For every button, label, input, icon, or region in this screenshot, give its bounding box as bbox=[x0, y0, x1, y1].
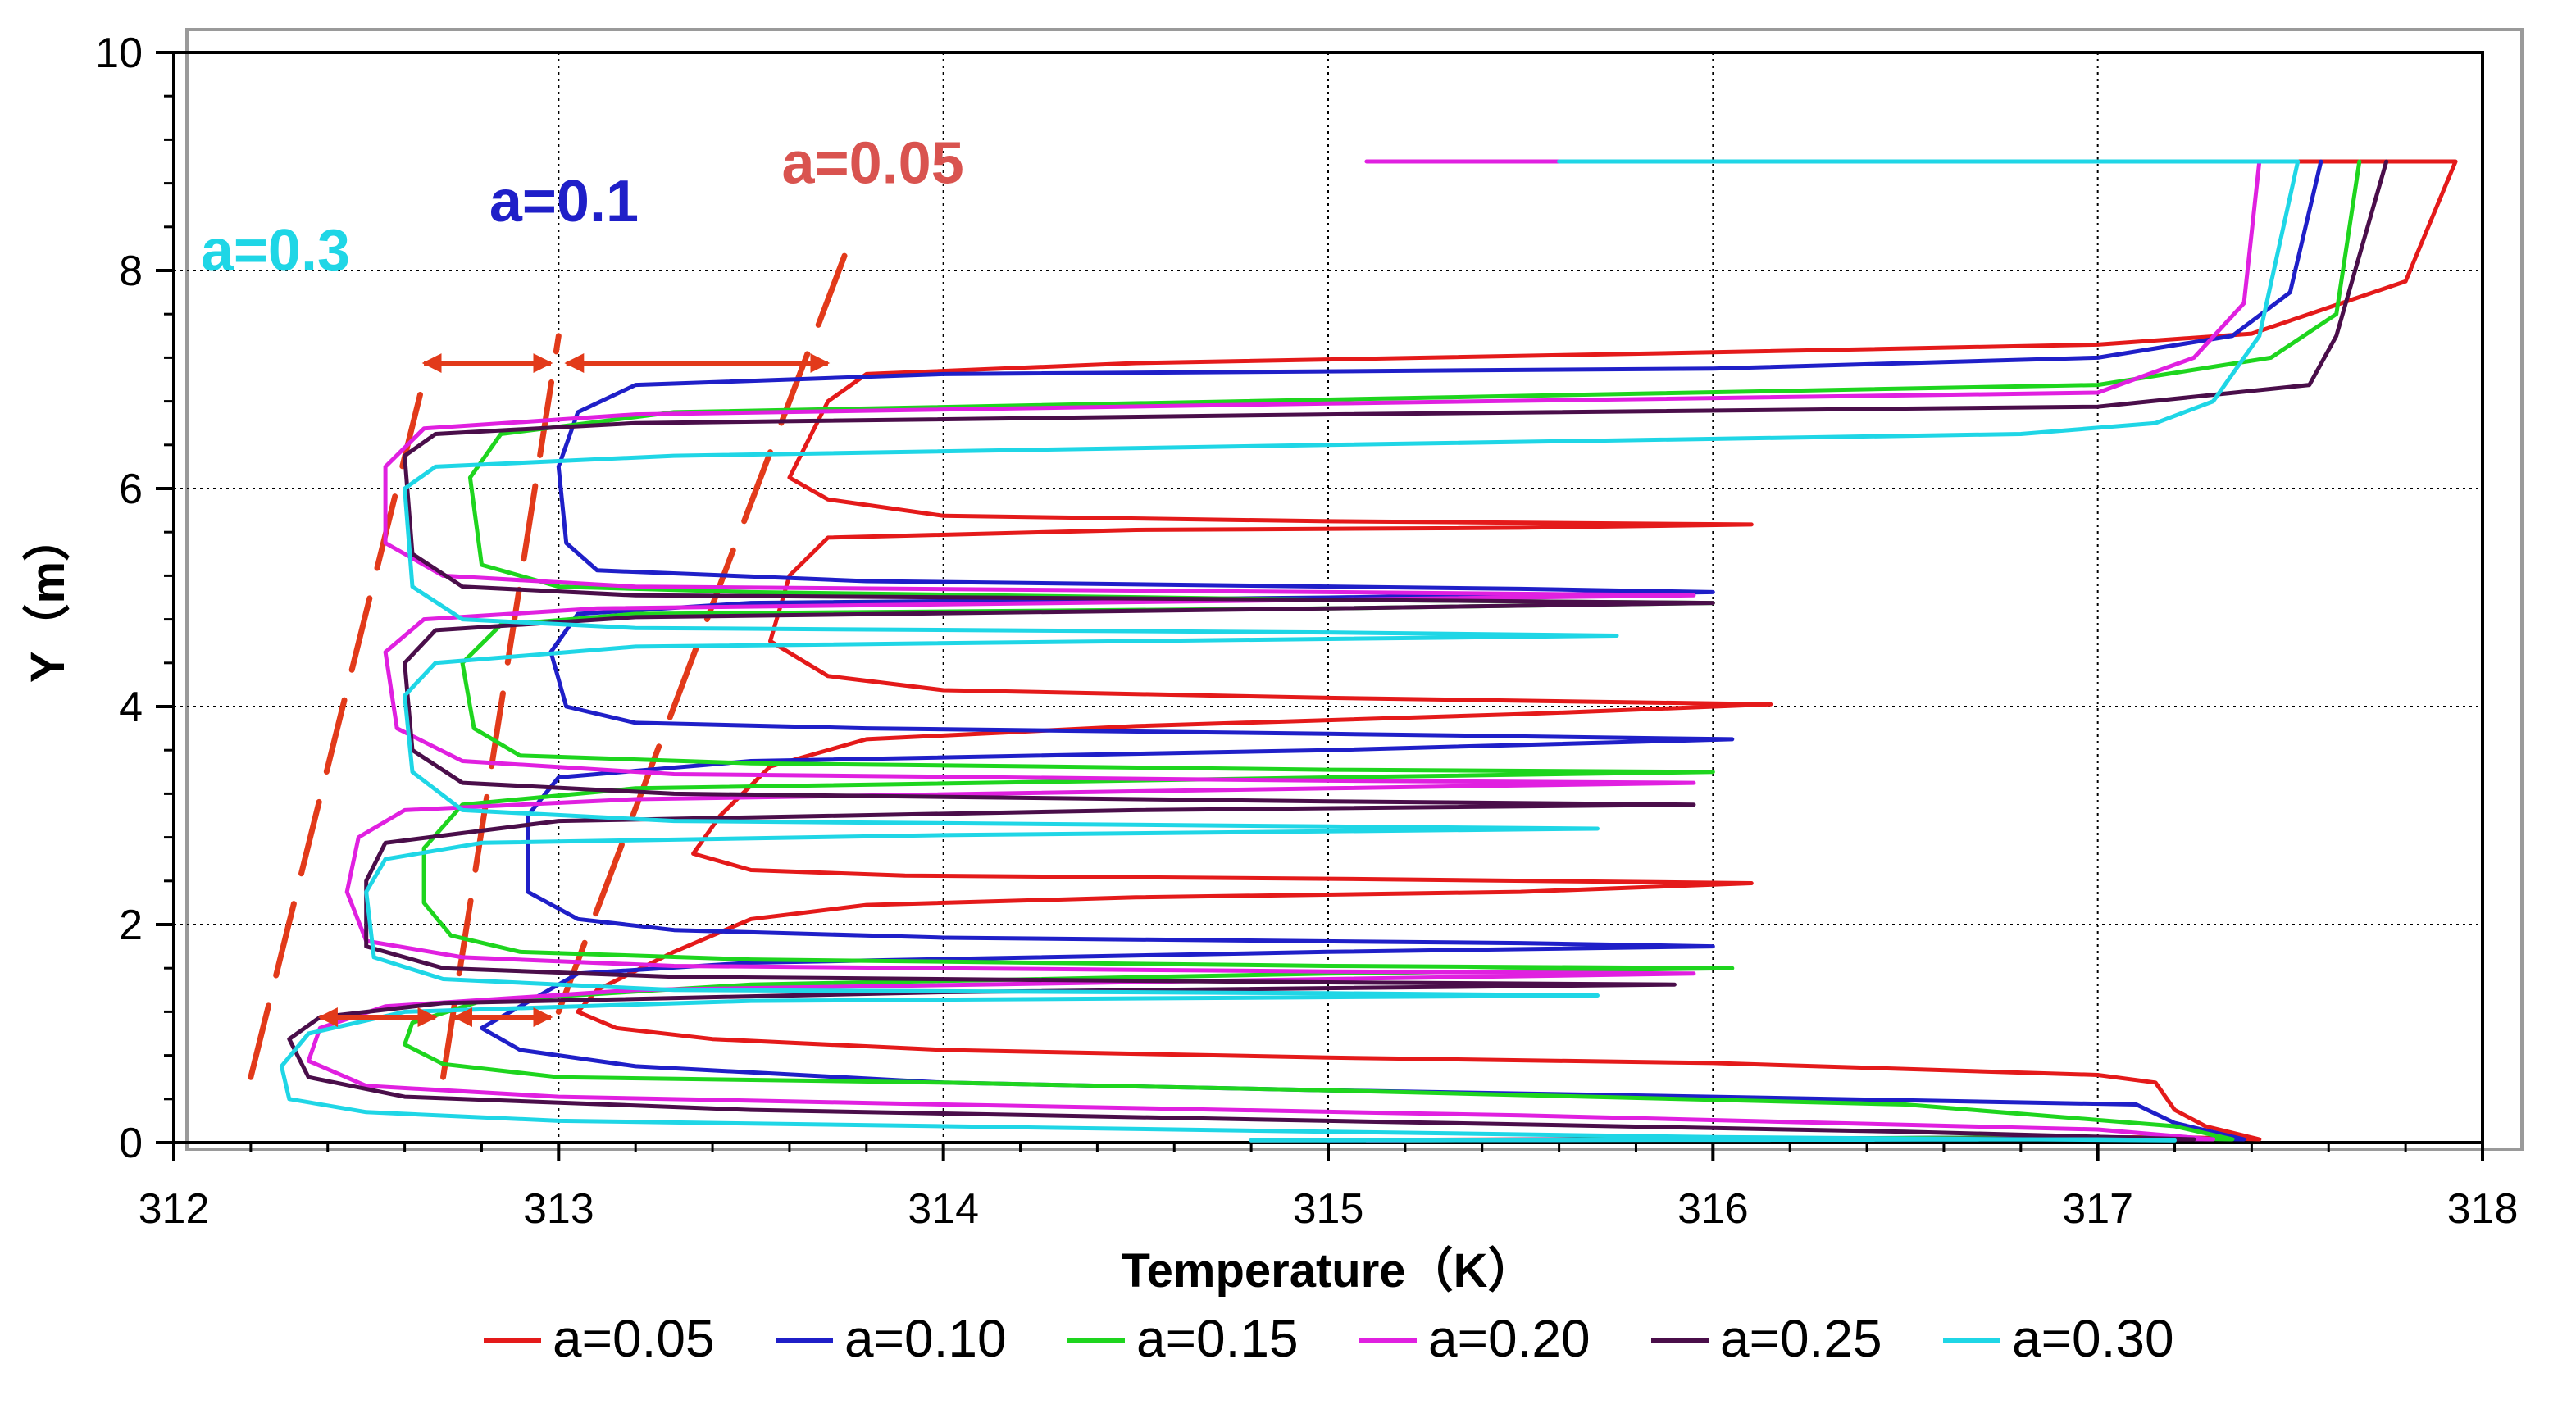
x-tick-label: 318 bbox=[2447, 1185, 2519, 1233]
legend-label: a=0.05 bbox=[553, 1309, 715, 1368]
chart-outer-frame bbox=[185, 28, 2524, 1151]
series-line-a-0-20 bbox=[306, 159, 2262, 1143]
legend: a=0.05 a=0.10 a=0.15 a=0.20 a=0.25 a=0.30 bbox=[484, 1309, 2174, 1368]
annotation-label: a=0.1 bbox=[489, 169, 639, 234]
y-tick-label: 10 bbox=[95, 30, 143, 77]
x-tick-label: 316 bbox=[1677, 1185, 1749, 1233]
x-axis-title: Temperature（K） bbox=[1122, 1244, 1536, 1297]
guide-line-front-a0.05 bbox=[555, 245, 850, 1015]
legend-label: a=0.30 bbox=[2012, 1309, 2174, 1368]
legend-label: a=0.20 bbox=[1428, 1309, 1591, 1368]
x-tick-label: 314 bbox=[908, 1185, 979, 1233]
legend-label: a=0.15 bbox=[1136, 1309, 1299, 1368]
span-arrows bbox=[317, 353, 831, 1028]
y-tick-label: 8 bbox=[119, 248, 143, 295]
x-tick-label: 312 bbox=[139, 1185, 210, 1233]
series-annotations: a=0.3 a=0.1 a=0.05 bbox=[201, 131, 964, 284]
y-tick-label: 2 bbox=[119, 902, 143, 949]
guide-line-front-a0.30 bbox=[248, 376, 427, 1080]
annotation-label: a=0.05 bbox=[782, 131, 964, 197]
series-line-a-0-15 bbox=[403, 159, 2362, 1143]
front-guide-lines bbox=[248, 245, 850, 1080]
series-line-a-0-25 bbox=[287, 159, 2389, 1143]
series-line-a-0-05 bbox=[576, 159, 2458, 1143]
series-line-a-0-10 bbox=[480, 159, 2323, 1143]
series-line-a-0-30 bbox=[279, 159, 2301, 1143]
legend-label: a=0.10 bbox=[844, 1309, 1007, 1368]
y-tick-label: 0 bbox=[119, 1120, 143, 1167]
x-tick-label: 315 bbox=[1293, 1185, 1364, 1233]
y-tick-label: 6 bbox=[119, 466, 143, 513]
annotation-label: a=0.3 bbox=[201, 218, 350, 284]
guide-line-front-a0.10 bbox=[440, 333, 562, 1080]
x-tick-label: 317 bbox=[2062, 1185, 2133, 1233]
data-series bbox=[279, 159, 2458, 1143]
legend-label: a=0.25 bbox=[1720, 1309, 1882, 1368]
y-axis-title: Y（m） bbox=[21, 514, 75, 683]
y-tick-label: 4 bbox=[119, 684, 143, 731]
axis-ticks: 312 313 314 315 316 317 318 0 2 4 6 8 10 bbox=[95, 30, 2518, 1233]
x-tick-label: 313 bbox=[523, 1185, 594, 1233]
